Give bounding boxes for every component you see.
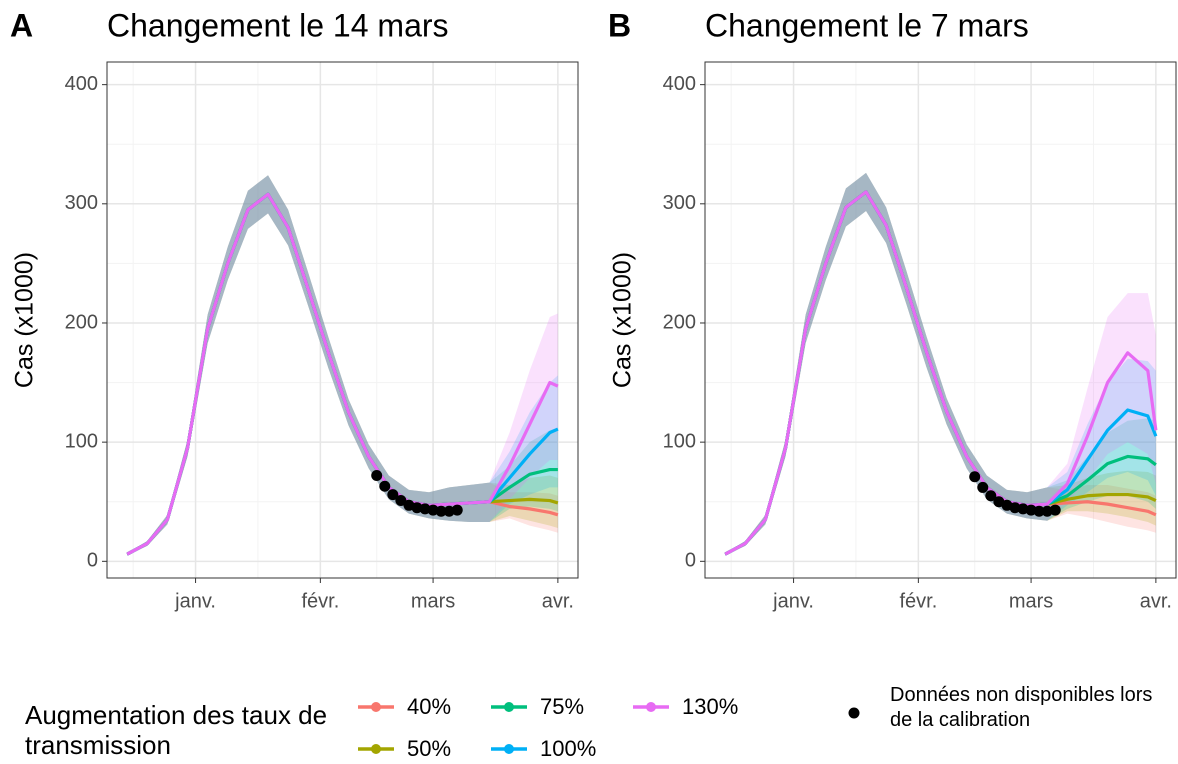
legend-label: 50% [407, 736, 452, 761]
y-tick-label: 300 [663, 192, 696, 214]
legend-dot [371, 702, 381, 712]
legend-dot [504, 744, 514, 754]
point [427, 504, 439, 516]
point [435, 505, 447, 517]
legend-label: 40% [407, 694, 452, 719]
y-tick-label: 200 [663, 311, 696, 333]
legend-label: 130% [682, 694, 739, 719]
legend-label: 75% [540, 694, 585, 719]
x-tick-label: févr. [301, 590, 339, 612]
legend-swatch [848, 707, 860, 719]
point [969, 471, 981, 483]
legend-key [491, 744, 527, 754]
panel-background [705, 62, 1176, 578]
point [379, 480, 391, 492]
legend-item: 75% [488, 694, 584, 720]
point [411, 502, 423, 514]
legend-item: 50% [355, 736, 451, 762]
point [1041, 505, 1053, 517]
panel-title: Changement le 7 mars [705, 7, 1029, 43]
y-tick-label: 100 [663, 430, 696, 452]
point [985, 490, 997, 502]
panel-tag: A [10, 7, 33, 43]
y-axis-title: Cas (x1000) [609, 252, 637, 388]
ribbon [725, 172, 1156, 556]
point [1025, 504, 1037, 516]
x-tick-label: févr. [899, 590, 937, 612]
legend-key [358, 744, 394, 754]
point [451, 504, 463, 516]
panel-tag: B [608, 7, 631, 43]
point [371, 470, 383, 482]
panel-border [704, 61, 1177, 579]
y-axis-title: Cas (x1000) [11, 252, 39, 388]
y-tick-label: 400 [663, 73, 696, 95]
legend-dot [646, 702, 656, 712]
y-tick-label: 400 [65, 73, 98, 95]
legend-dot [504, 702, 514, 712]
legend-dot [371, 744, 381, 754]
y-tick-label: 0 [87, 550, 98, 572]
legend-title: Augmentation des taux de transmission [25, 700, 328, 760]
legend-key [358, 702, 394, 712]
point [387, 489, 399, 501]
x-tick-label: mars [411, 590, 455, 612]
charts: A Changement le 14 mars Cas (x1000) 0 100 200… [10, 7, 1177, 612]
panel-border [106, 61, 579, 579]
x-tick-label: janv. [174, 590, 216, 612]
point [977, 481, 989, 493]
x-tick-label: avr. [1140, 590, 1172, 612]
ribbon [127, 175, 558, 556]
x-tick-label: avr. [542, 590, 574, 612]
panel-title: Changement le 14 mars [107, 7, 449, 43]
x-tick-label: mars [1009, 590, 1053, 612]
legend-key [491, 702, 527, 712]
point [1033, 505, 1045, 517]
point [1017, 503, 1029, 515]
legend-key [633, 702, 669, 712]
y-tick-label: 0 [685, 550, 696, 572]
x-tick-label: janv. [772, 590, 814, 612]
legend-item: 100% [488, 736, 596, 762]
legend-key [848, 700, 860, 726]
point [395, 495, 407, 507]
legend-dot [848, 707, 860, 719]
y-tick-label: 100 [65, 430, 98, 452]
legend-item: 130% [630, 694, 738, 720]
point [419, 503, 431, 515]
point [1009, 502, 1021, 514]
point [1049, 504, 1061, 516]
y-tick-label: 300 [65, 192, 98, 214]
line [724, 190, 1158, 556]
legend-label: 100% [540, 736, 597, 761]
point [443, 505, 455, 517]
legend-item: 40% [355, 694, 451, 720]
y-tick-label: 200 [65, 311, 98, 333]
legend-label: Données non disponibles lors de la calib… [890, 684, 1153, 731]
line [126, 192, 559, 556]
